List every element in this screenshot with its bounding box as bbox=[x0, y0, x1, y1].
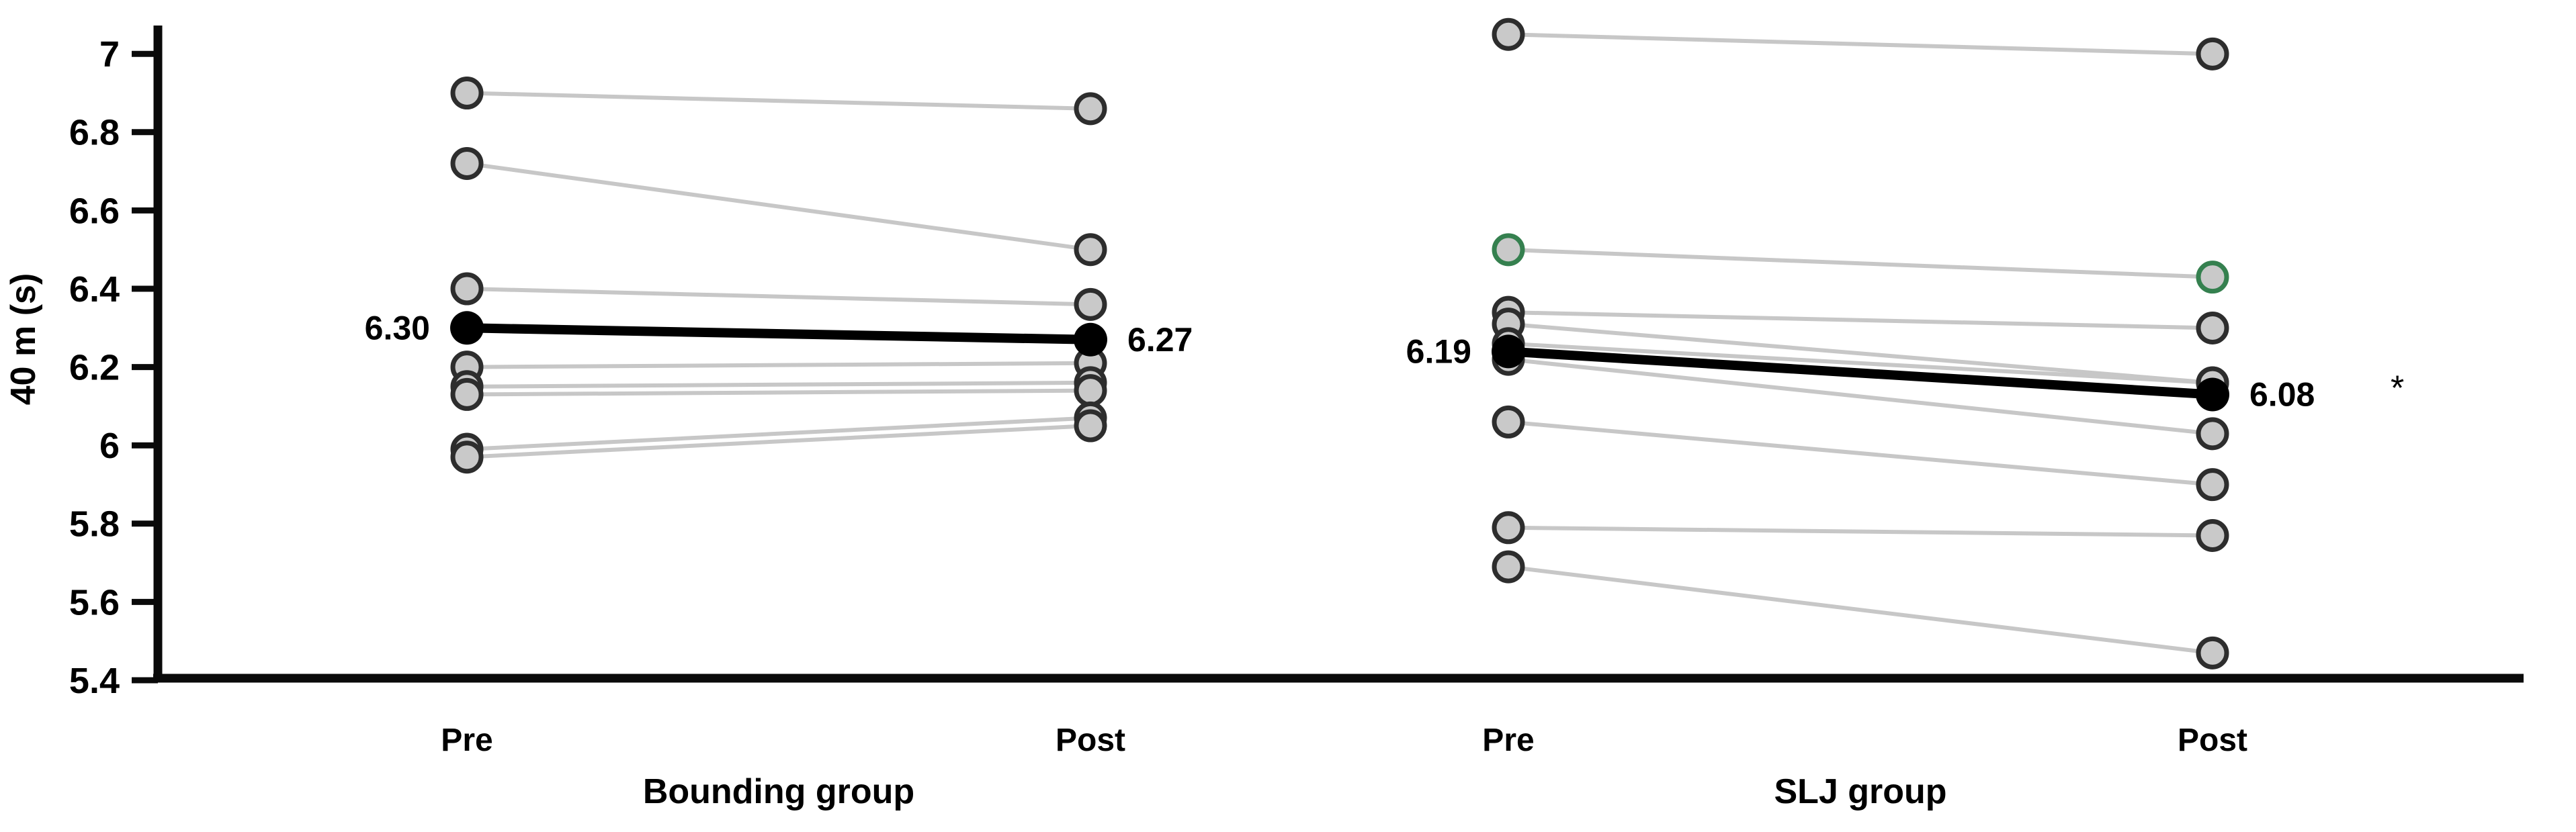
data-point-post-g0-1 bbox=[1074, 233, 1107, 267]
y-tick-label: 6.6 bbox=[69, 191, 120, 231]
mean-point-pre-g1 bbox=[1492, 334, 1525, 369]
data-point-pre-g0-0 bbox=[450, 77, 484, 109]
data-point-post-g1-5 bbox=[2196, 417, 2229, 451]
data-point-post-g1-2 bbox=[2196, 311, 2229, 344]
data-point-pre-g0-2 bbox=[450, 272, 484, 306]
data-point-post-g1-0 bbox=[2196, 37, 2229, 71]
significance-asterisk-g1: * bbox=[2391, 369, 2404, 408]
y-tick-label: 6.8 bbox=[69, 113, 120, 153]
data-point-pre-g0-5 bbox=[450, 377, 484, 411]
pair-line-group0-2 bbox=[466, 287, 1091, 307]
data-point-post-g0-2 bbox=[1074, 287, 1107, 321]
data-point-pre-g1-0 bbox=[1492, 17, 1525, 51]
data-point-post-g0-7 bbox=[1074, 409, 1107, 443]
data-point-pre-g1-1 bbox=[1492, 233, 1525, 267]
pair-line-group0-0 bbox=[466, 91, 1091, 111]
data-point-post-g1-6 bbox=[2196, 468, 2229, 502]
data-point-pre-g1-7 bbox=[1492, 511, 1525, 545]
pair-line-group0-4 bbox=[466, 380, 1091, 389]
data-point-post-g0-5 bbox=[1074, 374, 1107, 408]
x-tick-label-post-g1: Post bbox=[2178, 723, 2247, 758]
data-point-pre-g0-1 bbox=[450, 146, 484, 180]
pair-line-group1-4 bbox=[1508, 341, 2213, 385]
pair-line-group1-7 bbox=[1508, 525, 2213, 538]
pair-line-group1-5 bbox=[1508, 357, 2213, 436]
data-point-post-g1-8 bbox=[2196, 636, 2229, 669]
y-tick-label: 6.4 bbox=[69, 269, 120, 310]
y-tick-label: 5.4 bbox=[69, 661, 120, 701]
mean-label-post-g1: 6.08 bbox=[2249, 376, 2315, 414]
mean-line-g0 bbox=[466, 323, 1091, 344]
pair-line-group1-8 bbox=[1508, 565, 2213, 655]
pair-line-group1-1 bbox=[1508, 247, 2213, 279]
pair-line-group0-7 bbox=[466, 424, 1091, 459]
y-tick-label: 7 bbox=[99, 34, 120, 75]
data-point-post-g1-7 bbox=[2196, 518, 2229, 552]
data-point-pre-g0-7 bbox=[450, 441, 484, 474]
mean-point-pre-g0 bbox=[450, 311, 484, 345]
mean-line-g1 bbox=[1508, 346, 2213, 400]
mean-label-pre-g0: 6.30 bbox=[365, 309, 430, 346]
pair-line-group1-3 bbox=[1508, 322, 2213, 385]
y-tick-label: 6 bbox=[99, 426, 120, 466]
mean-point-post-g1 bbox=[2196, 377, 2229, 412]
pair-line-group1-2 bbox=[1508, 310, 2213, 330]
pair-line-group0-5 bbox=[466, 388, 1091, 397]
y-tick-label: 6.2 bbox=[69, 348, 120, 388]
data-point-post-g0-0 bbox=[1074, 92, 1107, 126]
pair-line-group0-1 bbox=[466, 161, 1091, 252]
mean-label-post-g0: 6.27 bbox=[1127, 321, 1193, 359]
pair-line-group0-3 bbox=[466, 361, 1091, 369]
pair-line-group1-6 bbox=[1508, 420, 2213, 487]
group-label-g1: SLJ group bbox=[1774, 772, 1946, 811]
x-tick-label-post-g0: Post bbox=[1056, 723, 1125, 758]
x-tick-label-pre-g1: Pre bbox=[1482, 723, 1534, 758]
y-tick-label: 5.6 bbox=[69, 582, 120, 622]
mean-label-pre-g1: 6.19 bbox=[1406, 332, 1471, 370]
data-point-post-g1-1 bbox=[2196, 261, 2229, 294]
pair-line-group0-6 bbox=[466, 416, 1091, 452]
mean-point-post-g0 bbox=[1074, 322, 1107, 357]
data-point-pre-g1-8 bbox=[1492, 550, 1525, 584]
x-tick-label-pre-g0: Pre bbox=[441, 723, 492, 758]
pair-line-group1-0 bbox=[1508, 32, 2213, 56]
data-point-pre-g1-6 bbox=[1492, 405, 1525, 438]
y-tick-label: 5.8 bbox=[69, 504, 120, 545]
y-axis-title: 40 m (s) bbox=[4, 273, 43, 406]
group-label-g0: Bounding group bbox=[643, 772, 914, 811]
